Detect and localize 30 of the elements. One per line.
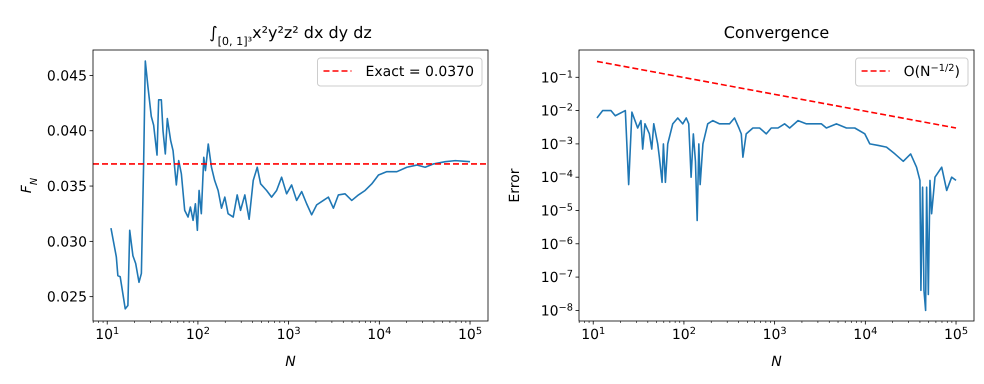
y-tick-label: 10$^{−5}$	[540, 202, 573, 220]
y-tick-label: 0.035	[46, 179, 87, 196]
x-tick-label: 10$^{5}$	[944, 326, 968, 343]
x-tick-label: 10$^{3}$	[276, 326, 301, 343]
x-tick-label: 10$^{4}$	[853, 326, 878, 343]
y-tick-label: 10$^{−7}$	[540, 268, 573, 286]
x-axis-title: N	[771, 354, 782, 370]
y-axis-title: Error	[507, 168, 523, 203]
y-tick-label: 10$^{−8}$	[540, 302, 573, 320]
x-tick-label: 10$^{1}$	[581, 326, 606, 343]
y-tick-label: 10$^{−4}$	[540, 168, 573, 186]
legend-label: Exact = 0.0370	[365, 64, 474, 80]
x-tick-label: 10$^{1}$	[95, 326, 120, 343]
y-tick-label: 0.025	[46, 290, 87, 306]
x-tick-label: 10$^{2}$	[672, 326, 696, 343]
y-tick-label: 0.045	[46, 68, 87, 84]
x-tick-label: 10$^{3}$	[762, 326, 787, 343]
y-tick-label: 10$^{−6}$	[540, 235, 573, 253]
y-tick-label: 10$^{−1}$	[540, 68, 573, 86]
x-tick-label: 10$^{5}$	[458, 326, 482, 343]
x-tick-label: 10$^{4}$	[367, 326, 392, 343]
y-tick-label: 0.040	[46, 124, 87, 140]
x-tick-label: 10$^{2}$	[186, 326, 210, 343]
x-axis-title: N	[285, 354, 296, 370]
chart-title: ∫$_{[0, 1]³}$x²y²z² dx dy dz	[209, 23, 372, 48]
legend-label: O(N$^{−1/2}$)	[904, 62, 960, 80]
chart-title: Convergence	[724, 23, 830, 42]
y-tick-label: 10$^{−3}$	[540, 135, 573, 153]
y-tick-label: 10$^{−2}$	[540, 102, 573, 120]
y-tick-label: 0.030	[46, 234, 87, 250]
